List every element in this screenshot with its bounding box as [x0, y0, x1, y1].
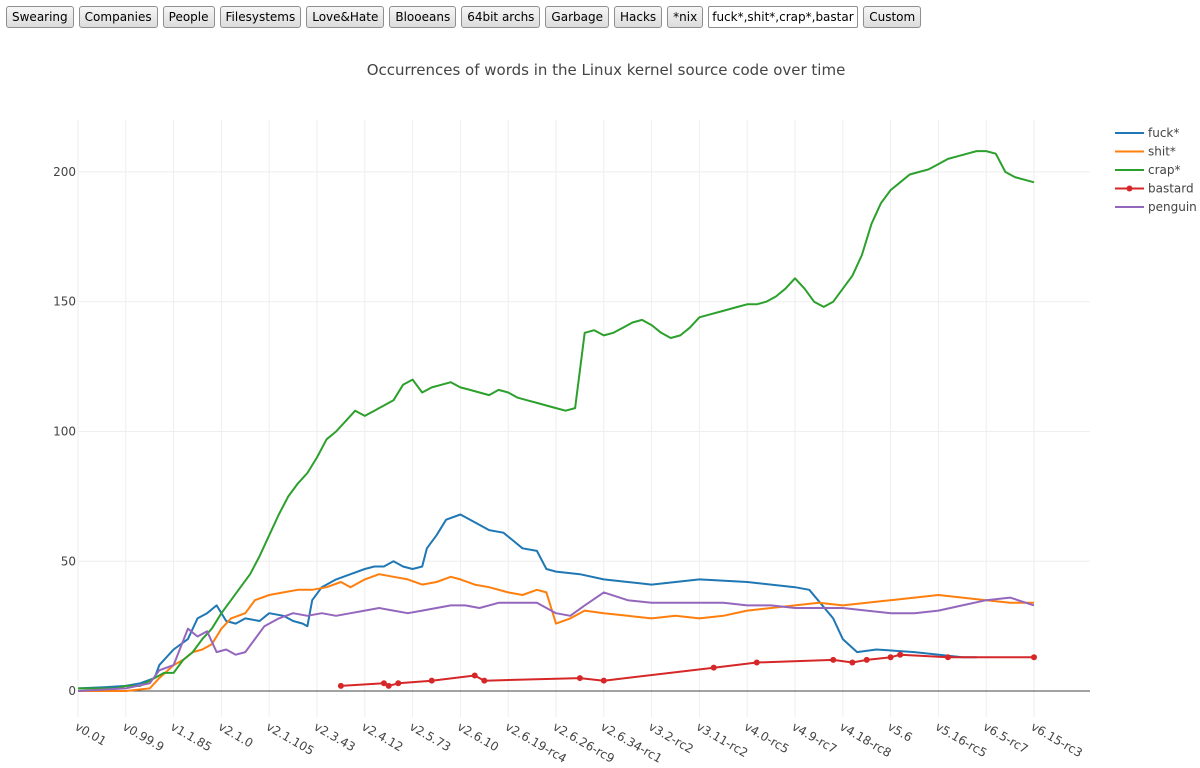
y-tick-label: 200: [53, 165, 76, 179]
series-penguin: [77, 591, 1035, 692]
data-point: [380, 680, 387, 687]
x-gridlines: [77, 120, 1035, 717]
legend-marker: [1126, 185, 1133, 192]
data-point: [428, 677, 435, 684]
data-point: [576, 675, 583, 682]
series-shit: [78, 573, 1034, 692]
preset-button-hacks[interactable]: Hacks: [613, 6, 663, 28]
preset-button-filesystems[interactable]: Filesystems: [219, 6, 302, 28]
data-point: [1031, 654, 1037, 661]
x-tick-label: v3.11-rc2: [694, 719, 750, 760]
custom-words-input[interactable]: [708, 6, 859, 28]
preset-button-garbage[interactable]: Garbage: [545, 6, 609, 28]
y-tick-label: 150: [53, 295, 76, 309]
legend-label: crap*: [1148, 163, 1181, 177]
data-point: [385, 682, 392, 689]
custom-button[interactable]: Custom: [863, 6, 922, 28]
x-tick-label: v2.4.12: [359, 719, 405, 754]
y-tick-label: 50: [61, 554, 76, 568]
data-point: [849, 659, 856, 666]
x-tick-label: v4.9-rc7: [790, 719, 840, 756]
series-line: [340, 653, 1034, 687]
x-tick-label: v2.6.10: [455, 719, 501, 754]
x-tick-label: v6.15-rc3: [1029, 719, 1085, 760]
data-point: [753, 659, 760, 666]
x-tick-label: v0.99.9: [120, 719, 166, 754]
data-point: [887, 654, 894, 661]
series-line: [77, 591, 1035, 692]
series-line: [78, 573, 1034, 692]
x-tick-label: v2.1.0: [216, 719, 256, 750]
data-point: [395, 680, 402, 687]
x-tick-label: v2.3.43: [312, 719, 358, 754]
data-point: [944, 654, 951, 661]
x-tick-label: v2.1.105: [264, 719, 317, 758]
data-point: [337, 682, 344, 689]
y-tick-label: 100: [53, 424, 76, 438]
x-tick-label: v5.16-rc5: [933, 719, 989, 760]
legend-label: penguin: [1148, 200, 1197, 214]
series-line: [77, 513, 977, 690]
data-point: [897, 651, 904, 658]
preset-button-love-hate[interactable]: Love&Hate: [306, 6, 385, 28]
preset-button-companies[interactable]: Companies: [78, 6, 158, 28]
data-point: [710, 664, 717, 671]
data-point: [471, 672, 478, 679]
series-fuck: [77, 513, 977, 690]
legend-item: fuck*: [1115, 126, 1179, 140]
preset-button-64bit-archs[interactable]: 64bit archs: [461, 6, 541, 28]
legend: fuck* shit* crap* bastard penguin: [1115, 126, 1197, 214]
series-crap: [78, 150, 1035, 690]
data-point: [863, 656, 870, 663]
x-tick-label: v5.6: [885, 719, 915, 744]
x-axis: v0.01 v0.99.9 v1.1.85 v2.1.0 v2.1.105v2.3.43…: [73, 719, 1085, 765]
series-layer: [77, 150, 1037, 692]
data-point: [830, 656, 837, 663]
preset-button-swearing[interactable]: Swearing: [6, 6, 74, 28]
x-tick-label: v4.18-rc8: [837, 719, 893, 760]
preset-button-people[interactable]: People: [162, 6, 215, 28]
x-tick-label: v0.01: [73, 719, 109, 748]
legend-label: fuck*: [1148, 126, 1179, 140]
x-tick-label: v1.1.85: [168, 719, 214, 754]
data-point: [600, 677, 607, 684]
preset-toolbar: Swearing Companies People Filesystems Love&H…: [6, 6, 922, 28]
preset-button--nix[interactable]: *nix: [667, 6, 704, 28]
preset-button-blooeans[interactable]: Blooeans: [389, 6, 457, 28]
legend-label: shit*: [1148, 145, 1176, 159]
x-tick-label: v6.5-rc7: [981, 719, 1031, 756]
y-axis: 0 50 100 150 200: [53, 165, 76, 698]
legend-item: bastard: [1115, 182, 1194, 196]
x-tick-label: v2.5.73: [407, 719, 453, 754]
legend-item: shit*: [1115, 145, 1176, 159]
chart-title: Occurrences of words in the Linux kernel…: [367, 61, 846, 79]
legend-label: bastard: [1148, 182, 1194, 196]
series-bastard: [337, 651, 1037, 689]
legend-item: penguin: [1115, 200, 1197, 214]
y-tick-label: 0: [68, 684, 76, 698]
legend-item: crap*: [1115, 163, 1181, 177]
data-point: [481, 677, 488, 684]
x-tick-label: v4.0-rc5: [742, 719, 792, 756]
series-line: [78, 150, 1035, 690]
